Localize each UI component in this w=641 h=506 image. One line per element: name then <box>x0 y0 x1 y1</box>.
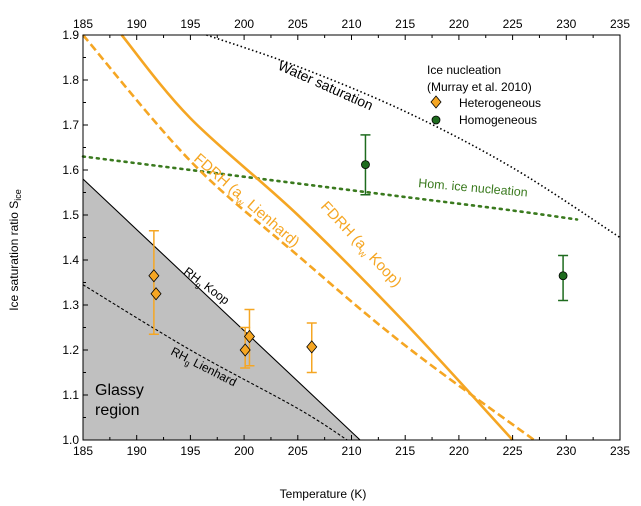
heterogeneous-point-1 <box>150 287 162 301</box>
rhg-lienhard-sub: g <box>183 358 191 368</box>
x-tick-label-bottom-210: 210 <box>341 444 361 458</box>
x-tick-label-bottom-230: 230 <box>556 444 576 458</box>
homogeneous-point-0 <box>361 160 370 170</box>
x-tick-label-bottom-220: 220 <box>449 444 469 458</box>
x-tick-label-top-205: 205 <box>288 17 308 31</box>
x-tick-label-top-210: 210 <box>341 17 361 31</box>
heterogeneous-point-4 <box>306 340 318 354</box>
heterogeneous-point-0 <box>148 269 160 283</box>
x-tick-label-bottom-205: 205 <box>288 444 308 458</box>
legend-heterogeneous-label: Heterogeneous <box>459 96 541 110</box>
glassy-region-label-line2: region <box>95 402 139 419</box>
x-tick-label-bottom-190: 190 <box>127 444 147 458</box>
y-tick-label-1.4: 1.4 <box>62 253 79 267</box>
y-axis-title-main: Ice saturation ratio S <box>7 201 21 311</box>
x-tick-label-bottom-200: 200 <box>234 444 254 458</box>
y-tick-label-1: 1.0 <box>62 433 79 447</box>
fdrh-koop-pre: FDRH (a <box>317 198 370 253</box>
legend-heterogeneous-marker <box>430 95 442 109</box>
legend-homogeneous-label: Homogeneous <box>459 113 537 127</box>
y-tick-label-1.1: 1.1 <box>62 388 79 402</box>
y-tick-label-1.6: 1.6 <box>62 163 79 177</box>
x-tick-label-bottom-225: 225 <box>503 444 523 458</box>
homogeneous-point-1 <box>558 271 568 281</box>
curve-rhg-koop <box>82 178 361 441</box>
fdrh-lienhard-label: FDRH (aw Lienhard) <box>188 150 302 253</box>
legend-title-line2: (Murray et al. 2010) <box>427 80 532 94</box>
legend: Ice nucleation (Murray et al. 2010) Hete… <box>427 63 541 127</box>
curve-rhg-lienhard <box>82 284 348 441</box>
legend-title-line1: Ice nucleation <box>427 63 501 77</box>
y-tick-label-1.3: 1.3 <box>62 298 79 312</box>
y-axis-title: Ice saturation ratio Sice <box>7 189 23 311</box>
fdrh-lienhard-post: Lienhard) <box>240 194 302 251</box>
y-axis-title-sub: ice <box>13 189 23 201</box>
x-tick-label-top-235: 235 <box>610 17 630 31</box>
y-tick-label-1.9: 1.9 <box>62 28 79 42</box>
y-tick-label-1.8: 1.8 <box>62 73 79 87</box>
y-tick-label-1.2: 1.2 <box>62 343 79 357</box>
heterogeneous-point-3 <box>243 329 255 344</box>
rhg-koop-sub: g <box>194 280 203 290</box>
x-tick-label-top-200: 200 <box>234 17 254 31</box>
x-tick-label-bottom-215: 215 <box>395 444 415 458</box>
x-tick-label-top-215: 215 <box>395 17 415 31</box>
heterogeneous-point-2 <box>239 343 251 357</box>
hom-ice-nucleation-label: Hom. ice nucleation <box>418 176 529 200</box>
x-tick-label-top-185: 185 <box>73 17 93 31</box>
legend-homogeneous-marker <box>431 115 441 125</box>
curve-fdrh-aw-koop <box>120 34 514 441</box>
x-tick-label-top-195: 195 <box>180 17 200 31</box>
curve-water-saturation <box>206 34 621 239</box>
water-saturation-label: Water saturation <box>276 57 376 113</box>
x-tick-label-top-230: 230 <box>556 17 576 31</box>
y-tick-label-1.5: 1.5 <box>62 208 79 222</box>
y-tick-label-1.7: 1.7 <box>62 118 79 132</box>
x-tick-label-bottom-195: 195 <box>180 444 200 458</box>
glassy-region-label-line1: Glassy <box>95 382 144 399</box>
x-axis-title: Temperature (K) <box>280 487 367 501</box>
x-tick-label-top-220: 220 <box>449 17 469 31</box>
x-tick-label-top-225: 225 <box>503 17 523 31</box>
curve-hom-ice-nucleation <box>81 155 579 221</box>
x-tick-label-bottom-235: 235 <box>610 444 630 458</box>
curve-fdrh-aw-lienhard <box>82 34 535 442</box>
x-tick-label-bottom-185: 185 <box>73 444 93 458</box>
x-tick-label-top-190: 190 <box>127 17 147 31</box>
